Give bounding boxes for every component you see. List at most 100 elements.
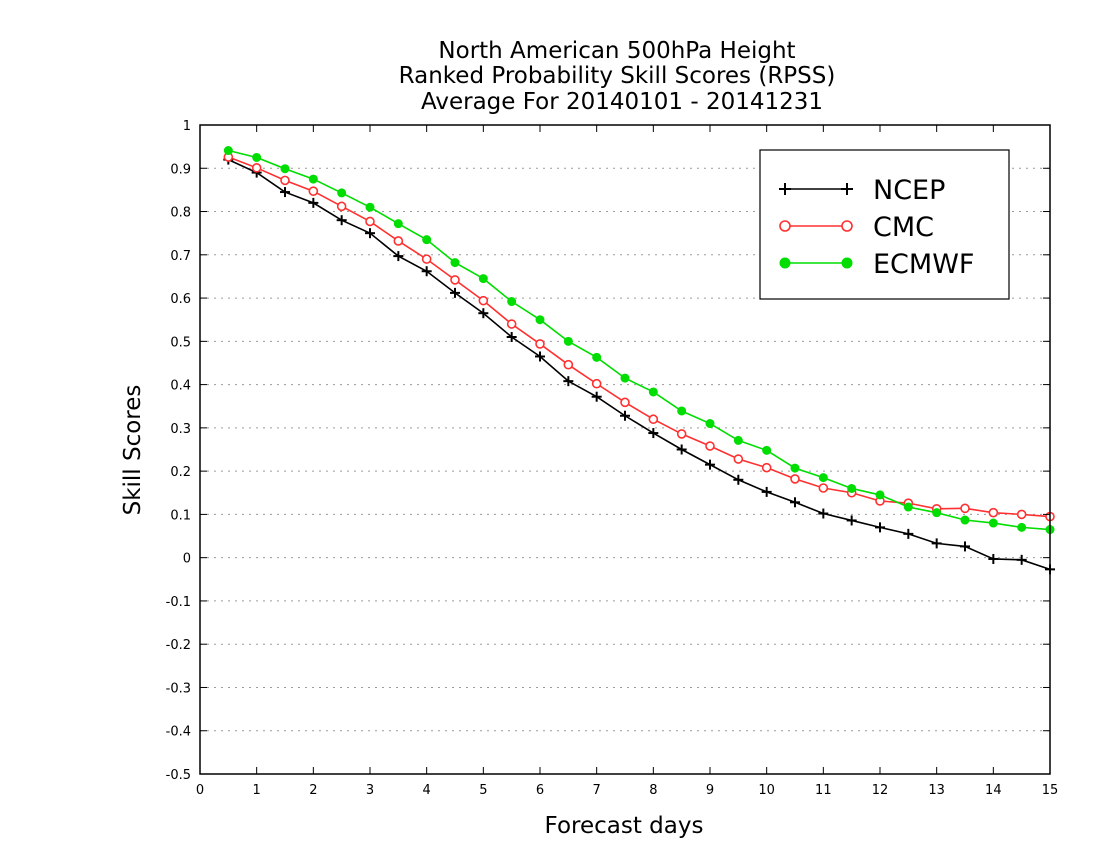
- data-point-ncep: [393, 251, 404, 262]
- data-point-ecmwf: [478, 274, 488, 284]
- data-point-ecmwf: [903, 502, 913, 512]
- x-axis-title: Forecast days: [545, 813, 704, 839]
- data-point-cmc: [280, 175, 290, 186]
- data-point-cmc: [393, 236, 404, 246]
- data-point-cmc: [251, 163, 262, 173]
- data-point-ncep: [790, 497, 800, 508]
- data-point-cmc: [761, 462, 772, 473]
- legend-box: [759, 149, 1010, 300]
- data-point-cmc: [648, 414, 659, 425]
- data-point-cmc: [960, 503, 970, 514]
- data-point-ecmwf: [393, 219, 403, 229]
- y-tick-label: 0.8: [170, 206, 191, 221]
- title-line-1: North American 500hPa Height: [438, 38, 795, 64]
- data-point-cmc: [308, 186, 319, 196]
- data-point-ncep: [988, 553, 999, 564]
- x-tick-label: 0: [196, 783, 204, 798]
- data-point-ecmwf: [223, 146, 233, 156]
- chart-title: North American 500hPa Height Ranked Prob…: [399, 38, 836, 115]
- data-point-ecmwf: [337, 188, 347, 198]
- data-point-ecmwf: [507, 297, 517, 307]
- data-point-ecmwf: [705, 419, 715, 429]
- data-point-ncep: [506, 332, 517, 343]
- legend-label-ecmwf: ECMWF: [873, 249, 974, 280]
- y-tick-label: -0.4: [166, 725, 191, 740]
- y-tick-label: 0.6: [170, 292, 191, 307]
- y-tick-label: 0.3: [170, 422, 191, 437]
- data-point-ncep: [818, 508, 829, 519]
- data-point-ecmwf: [932, 508, 942, 518]
- data-point-ncep: [903, 528, 914, 539]
- data-point-ecmwf: [308, 174, 318, 184]
- data-point-ecmwf: [762, 445, 772, 455]
- data-point-ecmwf: [592, 352, 602, 362]
- legend-marker-start-cmc: [779, 220, 791, 232]
- data-point-cmc: [733, 454, 744, 464]
- data-point-cmc: [705, 441, 715, 451]
- x-tick-label: 8: [649, 783, 657, 798]
- legend-marker-end-ecmwf: [841, 257, 853, 269]
- legend-entry-ncep: NCEP: [779, 175, 945, 206]
- data-point-ecmwf: [563, 336, 573, 346]
- data-point-ecmwf: [422, 235, 432, 245]
- series-line-ecmwf: [228, 149, 1051, 531]
- data-point-ecmwf: [847, 483, 857, 493]
- data-point-ncep: [733, 474, 744, 485]
- data-point-ncep: [846, 515, 857, 526]
- data-point-cmc: [620, 397, 630, 408]
- y-tick-label: 0.2: [170, 465, 191, 480]
- x-tick-label: 4: [423, 783, 431, 798]
- series-ecmwf: [223, 146, 1055, 535]
- data-point-cmc: [676, 429, 687, 439]
- data-point-cmc: [563, 359, 574, 370]
- x-tick-label: 14: [985, 783, 1002, 798]
- x-tick-label: 7: [593, 783, 601, 798]
- data-point-ecmwf: [733, 435, 743, 445]
- data-point-ecmwf: [450, 258, 460, 268]
- series-line-cmc: [228, 156, 1051, 518]
- legend-entry-cmc: CMC: [779, 212, 934, 243]
- x-tick-label: 3: [366, 783, 374, 798]
- data-point-ncep: [336, 215, 347, 226]
- y-tick-label: 0.4: [170, 379, 191, 394]
- y-tick-label: -0.3: [166, 681, 191, 696]
- legend-label-cmc: CMC: [873, 212, 934, 243]
- y-tick-label: 0.7: [170, 249, 191, 264]
- data-point-ncep: [931, 538, 942, 549]
- data-point-cmc: [421, 254, 432, 264]
- x-tick-label: 15: [1042, 783, 1059, 798]
- data-point-cmc: [1016, 509, 1027, 520]
- legend: NCEP CMC ECMWF: [759, 149, 1010, 300]
- data-point-cmc: [506, 319, 517, 329]
- data-point-ecmwf: [365, 202, 375, 212]
- data-point-ecmwf: [280, 164, 290, 174]
- data-point-ecmwf: [620, 373, 630, 383]
- y-tick-label: -0.1: [166, 595, 191, 610]
- data-point-ecmwf: [535, 315, 545, 325]
- data-point-ecmwf: [1017, 522, 1027, 532]
- data-point-ecmwf: [875, 490, 885, 500]
- y-axis: -0.5 -0.4 -0.3 -0.2 -0.1 0 0.1 0.2 0.3 0.4 0.5 0.6 0…: [166, 119, 1050, 783]
- data-point-ncep: [421, 266, 432, 277]
- y-tick-label: 0.5: [170, 335, 191, 350]
- legend-marker-end-cmc: [841, 220, 853, 232]
- data-point-cmc: [535, 339, 545, 349]
- data-point-cmc: [478, 295, 489, 306]
- data-point-ncep: [761, 486, 772, 497]
- y-tick-label: 1: [183, 119, 191, 134]
- title-line-3: Average For 20140101 - 20141231: [421, 89, 823, 115]
- legend-marker-start-ncep: [779, 183, 791, 195]
- legend-marker-end-ncep: [841, 183, 853, 195]
- series-layer: [223, 146, 1055, 575]
- y-tick-label: 0.1: [170, 508, 191, 523]
- data-point-ncep: [450, 287, 460, 298]
- data-point-ncep: [875, 522, 885, 533]
- data-point-ncep: [591, 391, 602, 402]
- data-point-cmc: [818, 483, 829, 493]
- data-point-ncep: [705, 459, 715, 470]
- data-point-ecmwf: [252, 152, 262, 162]
- legend-entries: NCEP CMC ECMWF: [779, 175, 974, 280]
- legend-marker-start-ecmwf: [779, 257, 791, 269]
- x-tick-label: 6: [536, 783, 544, 798]
